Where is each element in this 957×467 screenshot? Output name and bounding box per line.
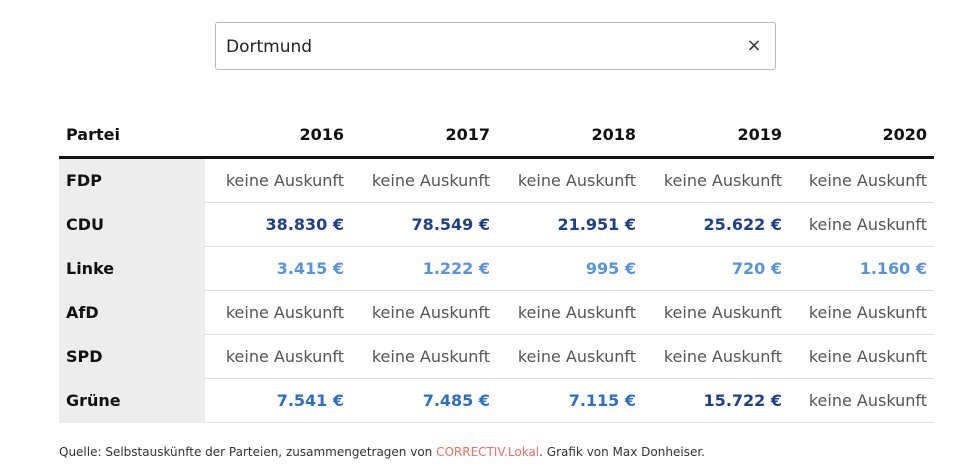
table-cell: keine Auskunft: [497, 157, 643, 203]
table-cell: keine Auskunft: [789, 157, 934, 203]
table-cell: keine Auskunft: [497, 334, 643, 379]
party-name: SPD: [59, 334, 205, 379]
table-cell: keine Auskunft: [643, 157, 789, 203]
column-header-year: 2016: [205, 112, 351, 159]
column-header-year: 2020: [789, 112, 934, 159]
table-row: SPD keine Auskunft keine Auskunft keine Aus…: [59, 334, 934, 379]
table-cell: keine Auskunft: [789, 334, 934, 379]
source-footer: Quelle: Selbstauskünfte der Parteien, zu…: [59, 445, 705, 459]
table-cell: keine Auskunft: [351, 157, 497, 203]
party-name: Grüne: [59, 378, 205, 423]
column-header-year: 2017: [351, 112, 497, 159]
search-value[interactable]: Dortmund: [226, 37, 313, 57]
party-name: AfD: [59, 290, 205, 335]
footer-text-suffix: . Grafik von Max Donheiser.: [539, 445, 705, 459]
table-row: Linke 3.415 €1.222 €995 €720 €1.160 €: [59, 246, 934, 291]
donations-table: Partei 2016 2017 2018 2019 2020 FDP keine…: [59, 112, 934, 423]
table-cell: 7.541 €: [205, 378, 351, 423]
table-header-row: Partei 2016 2017 2018 2019 2020: [59, 112, 934, 159]
column-header-year: 2019: [643, 112, 789, 159]
table-cell: keine Auskunft: [643, 334, 789, 379]
table-cell: keine Auskunft: [497, 290, 643, 335]
table-cell: 7.485 €: [351, 378, 497, 423]
table-cell: keine Auskunft: [351, 290, 497, 335]
table-cell: 3.415 €: [205, 246, 351, 291]
table-cell: keine Auskunft: [643, 290, 789, 335]
table-cell: 995 €: [497, 246, 643, 291]
table-row: FDP keine Auskunft keine Auskunft keine Aus…: [59, 157, 934, 203]
table-cell: 38.830 €: [205, 202, 351, 247]
table-cell: 25.622 €: [643, 202, 789, 247]
correctiv-link[interactable]: CORRECTIV.Lokal: [436, 445, 540, 459]
search-input[interactable]: Dortmund ×: [215, 22, 776, 70]
table-row: AfD keine Auskunft keine Auskunft keine Aus…: [59, 290, 934, 335]
table-cell: keine Auskunft: [205, 157, 351, 203]
table-cell: 78.549 €: [351, 202, 497, 247]
column-header-year: 2018: [497, 112, 643, 159]
table-cell: keine Auskunft: [205, 290, 351, 335]
table-cell: 21.951 €: [497, 202, 643, 247]
table-cell: keine Auskunft: [789, 290, 934, 335]
table-cell: keine Auskunft: [205, 334, 351, 379]
table-cell: 7.115 €: [497, 378, 643, 423]
table-cell: 720 €: [643, 246, 789, 291]
table-cell: 1.222 €: [351, 246, 497, 291]
table-cell: keine Auskunft: [789, 378, 934, 423]
table-cell: 1.160 €: [789, 246, 934, 291]
table-row: CDU 38.830 €78.549 €21.951 €25.622 € keine…: [59, 202, 934, 247]
party-name: CDU: [59, 202, 205, 247]
party-name: FDP: [59, 157, 205, 203]
column-header-party: Partei: [59, 112, 205, 159]
table-cell: keine Auskunft: [789, 202, 934, 247]
footer-text: Quelle: Selbstauskünfte der Parteien, zu…: [59, 445, 437, 459]
clear-icon[interactable]: ×: [746, 35, 762, 56]
table-row: Grüne 7.541 €7.485 €7.115 €15.722 € keine …: [59, 378, 934, 423]
table-cell: 15.722 €: [643, 378, 789, 423]
table-cell: keine Auskunft: [351, 334, 497, 379]
party-name: Linke: [59, 246, 205, 291]
